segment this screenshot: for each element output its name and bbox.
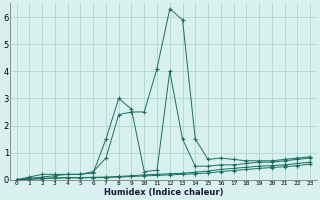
X-axis label: Humidex (Indice chaleur): Humidex (Indice chaleur): [104, 188, 223, 197]
